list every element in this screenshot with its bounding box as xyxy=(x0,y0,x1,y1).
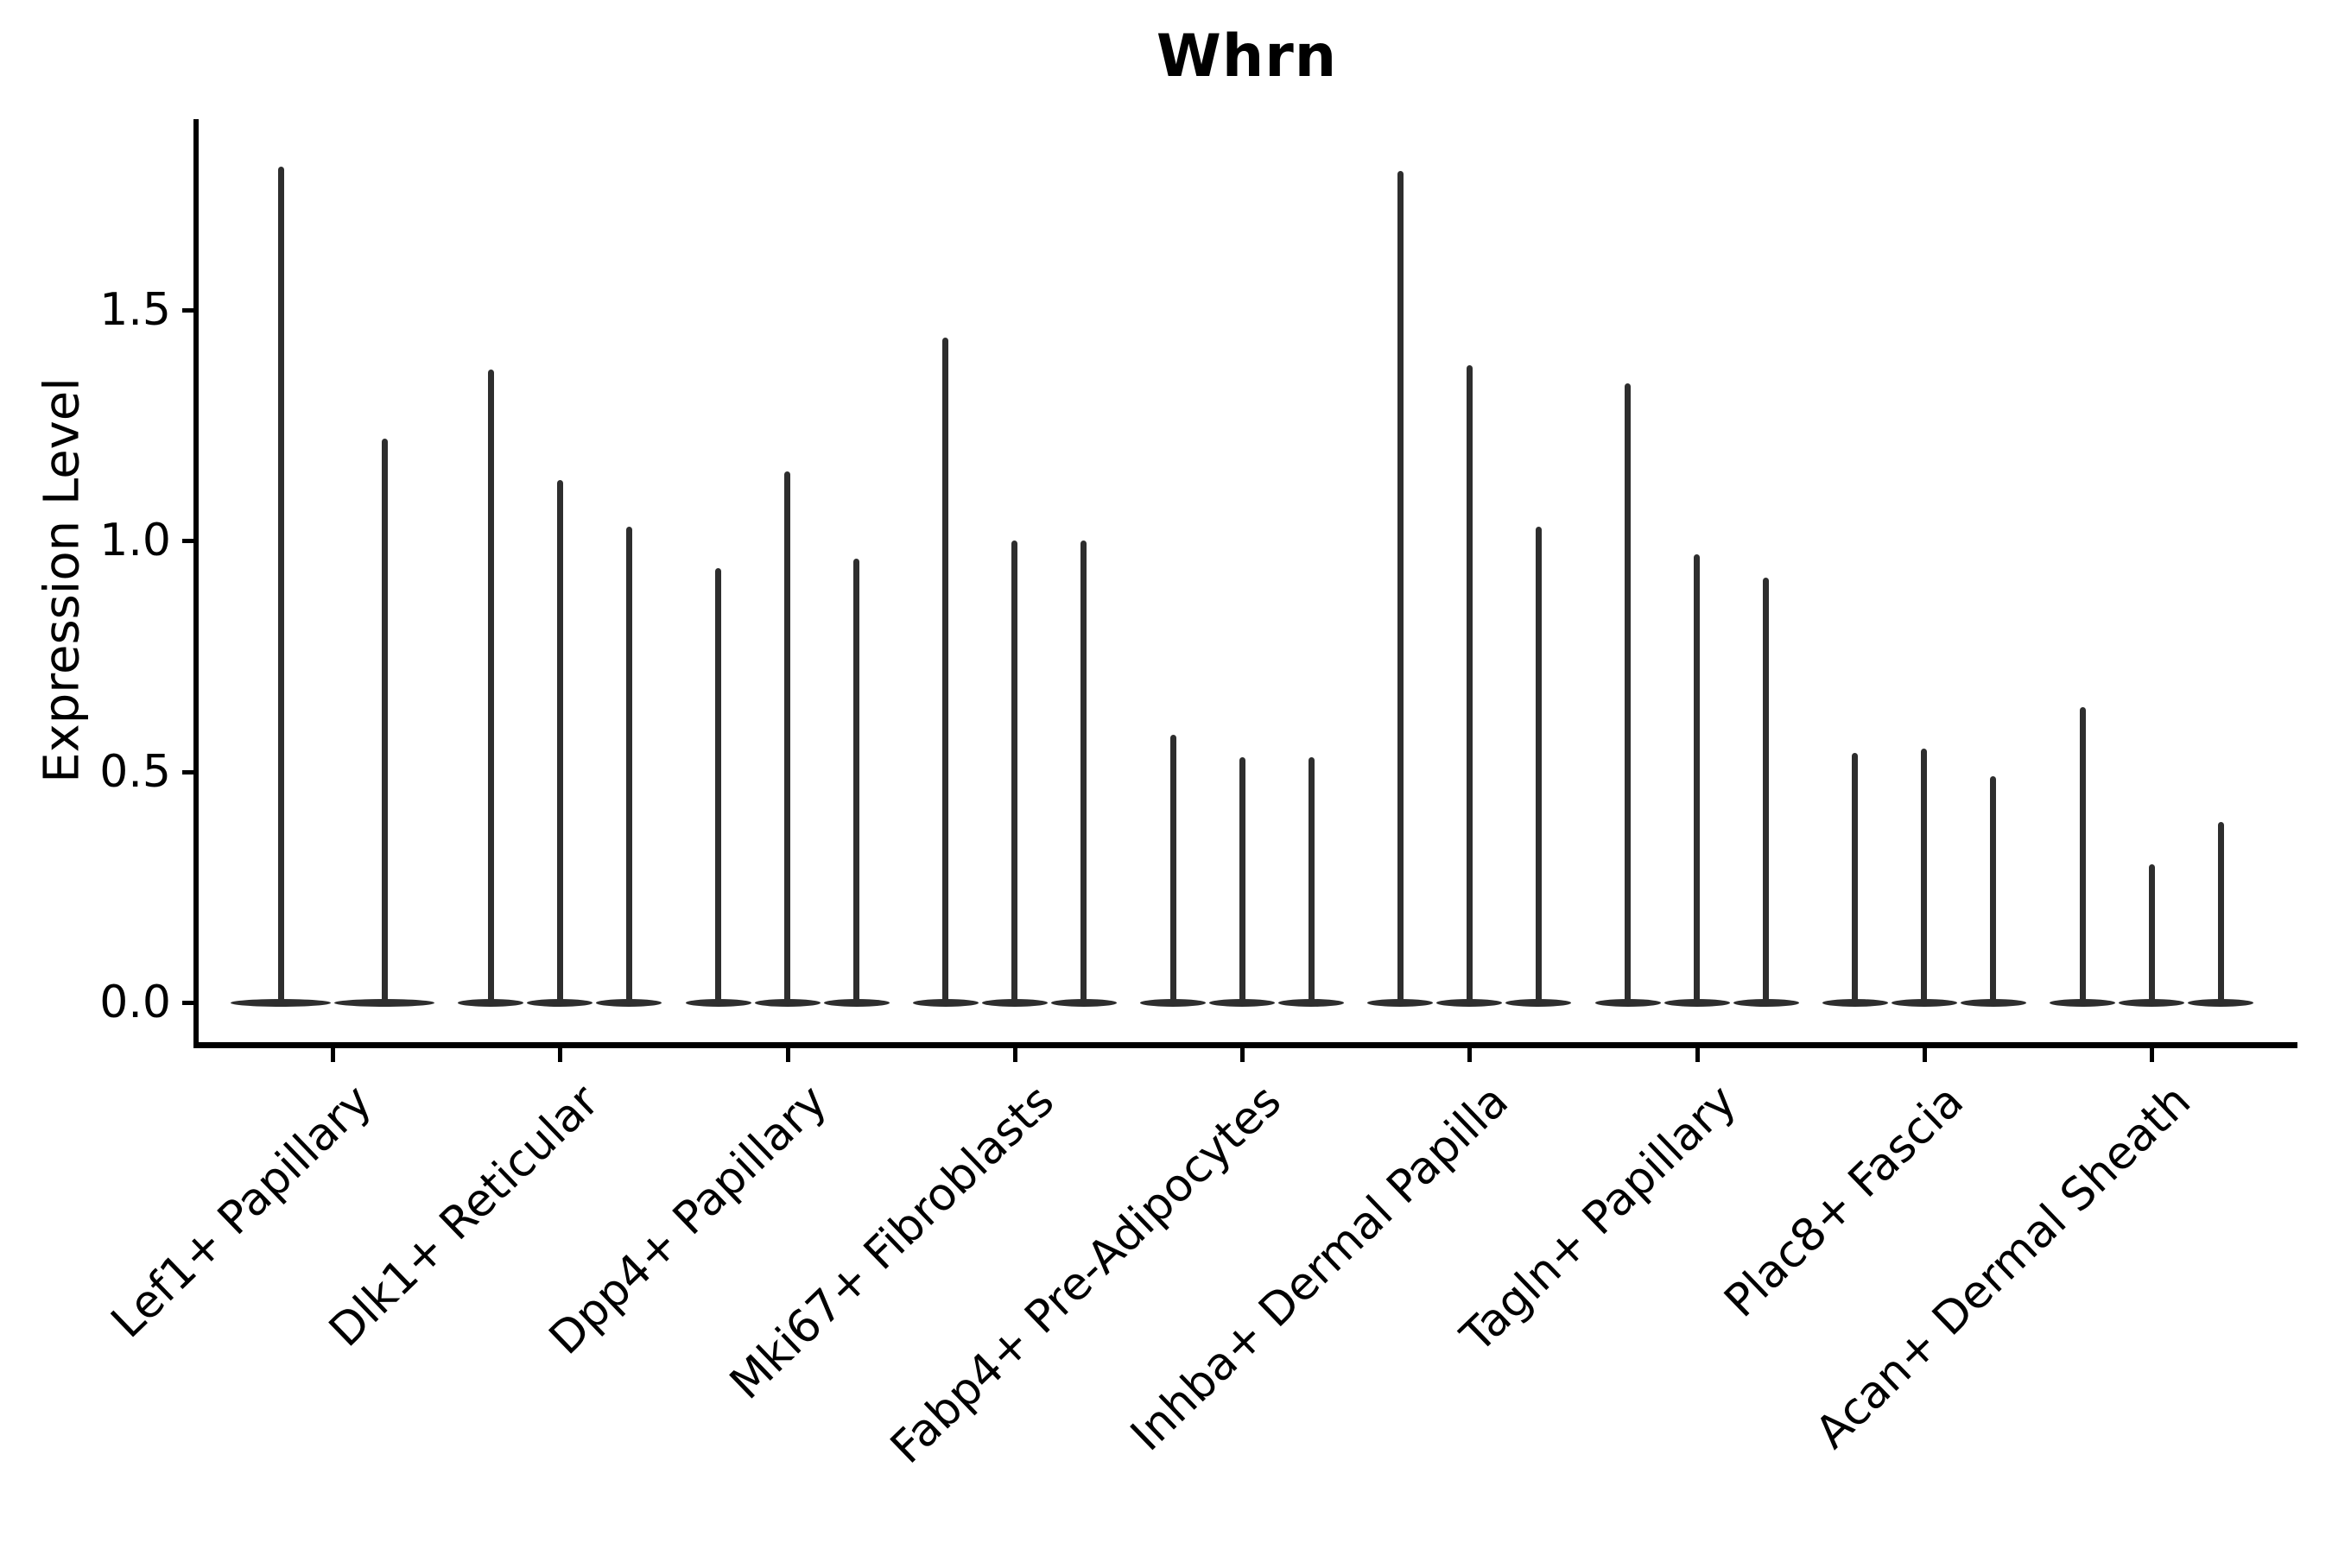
violin-body xyxy=(685,999,751,1007)
violin-body xyxy=(1505,999,1572,1007)
violin-spike xyxy=(1763,577,1769,1002)
violin-spike xyxy=(1169,734,1176,1002)
violin-spike xyxy=(1625,383,1631,1002)
violin-spike xyxy=(1466,364,1473,1002)
violin-spike xyxy=(487,370,494,1002)
y-tick-label: 1.5 xyxy=(99,283,171,336)
x-tick-mark xyxy=(1467,1047,1473,1062)
x-tick-label: Inhba+ Dermal Papilla xyxy=(1121,1075,1519,1462)
violin-body xyxy=(912,999,979,1007)
x-tick-mark xyxy=(1012,1047,1017,1062)
violin-spike xyxy=(1694,554,1700,1002)
violin-spike xyxy=(942,337,949,1002)
x-tick-mark xyxy=(1695,1047,1700,1062)
y-axis-spine xyxy=(193,119,199,1047)
violin-spike xyxy=(381,439,388,1002)
y-tick-mark xyxy=(182,307,196,313)
x-tick-label: Mki67+ Fibroblasts xyxy=(719,1075,1064,1410)
violin-spike xyxy=(625,526,632,1002)
y-tick-mark xyxy=(182,1001,196,1005)
violin-spike xyxy=(1990,775,1997,1002)
violin-body xyxy=(1209,999,1275,1007)
violin-spike xyxy=(1239,757,1245,1002)
x-tick-label: Fabp4+ Pre-Adipocytes xyxy=(881,1075,1291,1474)
violin-body xyxy=(1960,999,2026,1007)
y-tick-mark xyxy=(182,769,196,775)
x-tick-mark xyxy=(331,1047,335,1062)
violin-body xyxy=(981,999,1048,1007)
violin-spike xyxy=(2217,822,2224,1002)
x-tick-mark xyxy=(785,1047,790,1062)
violin-body xyxy=(1891,999,1957,1007)
violin-spike xyxy=(1308,757,1315,1002)
violin-body xyxy=(1140,999,1206,1007)
x-tick-label: Dpp4+ Papillary xyxy=(539,1075,837,1365)
violin-body xyxy=(527,999,593,1007)
violin-spike xyxy=(1535,526,1542,1002)
x-tick-mark xyxy=(558,1047,563,1062)
violin-spike xyxy=(277,166,284,1002)
chart-title: Whrn xyxy=(1156,22,1338,91)
violin-body xyxy=(334,999,434,1007)
violin-spike xyxy=(784,471,790,1002)
violin-spike xyxy=(715,568,721,1002)
violin-body xyxy=(1822,999,1888,1007)
x-tick-label: Dlk1+ Reticular xyxy=(320,1075,610,1357)
x-tick-mark xyxy=(2150,1047,2154,1062)
violin-spike xyxy=(2148,863,2155,1002)
violin-body xyxy=(2119,999,2184,1007)
x-tick-label: Plac8+ Fascia xyxy=(1714,1075,1974,1328)
x-tick-label: Tagln+ Papillary xyxy=(1450,1075,1746,1363)
x-tick-label: Acan+ Dermal Sheath xyxy=(1805,1075,2201,1459)
violin-spike xyxy=(1921,748,1928,1002)
violin-body xyxy=(2050,999,2115,1007)
violin-spike xyxy=(1080,541,1087,1002)
x-axis-spine xyxy=(193,1042,2297,1048)
violin-body xyxy=(1436,999,1503,1007)
violin-body xyxy=(1050,999,1117,1007)
violin-body xyxy=(1663,999,1730,1007)
violin-body xyxy=(823,999,890,1007)
violin-spike xyxy=(2079,706,2086,1002)
y-tick-label: 1.0 xyxy=(99,515,171,566)
violin-body xyxy=(1367,999,1434,1007)
violin-spike xyxy=(853,559,859,1002)
violin-body xyxy=(754,999,821,1007)
y-tick-mark xyxy=(182,539,196,543)
violin-spike xyxy=(1397,171,1404,1002)
violin-body xyxy=(596,999,662,1007)
violin-body xyxy=(231,999,331,1007)
violin-spike xyxy=(1011,541,1018,1002)
x-tick-mark xyxy=(1922,1047,1927,1062)
violin-body xyxy=(1733,999,1799,1007)
violin-body xyxy=(1594,999,1661,1007)
violin-spike xyxy=(1852,753,1859,1002)
y-tick-label: 0.0 xyxy=(99,977,171,1028)
y-axis-label: Expression Level xyxy=(34,377,91,783)
violin-spike xyxy=(556,480,563,1002)
violin-body xyxy=(1278,999,1344,1007)
violin-body xyxy=(458,999,524,1007)
x-tick-mark xyxy=(1240,1047,1245,1062)
y-tick-label: 0.5 xyxy=(99,745,171,798)
violin-body xyxy=(2188,999,2253,1007)
